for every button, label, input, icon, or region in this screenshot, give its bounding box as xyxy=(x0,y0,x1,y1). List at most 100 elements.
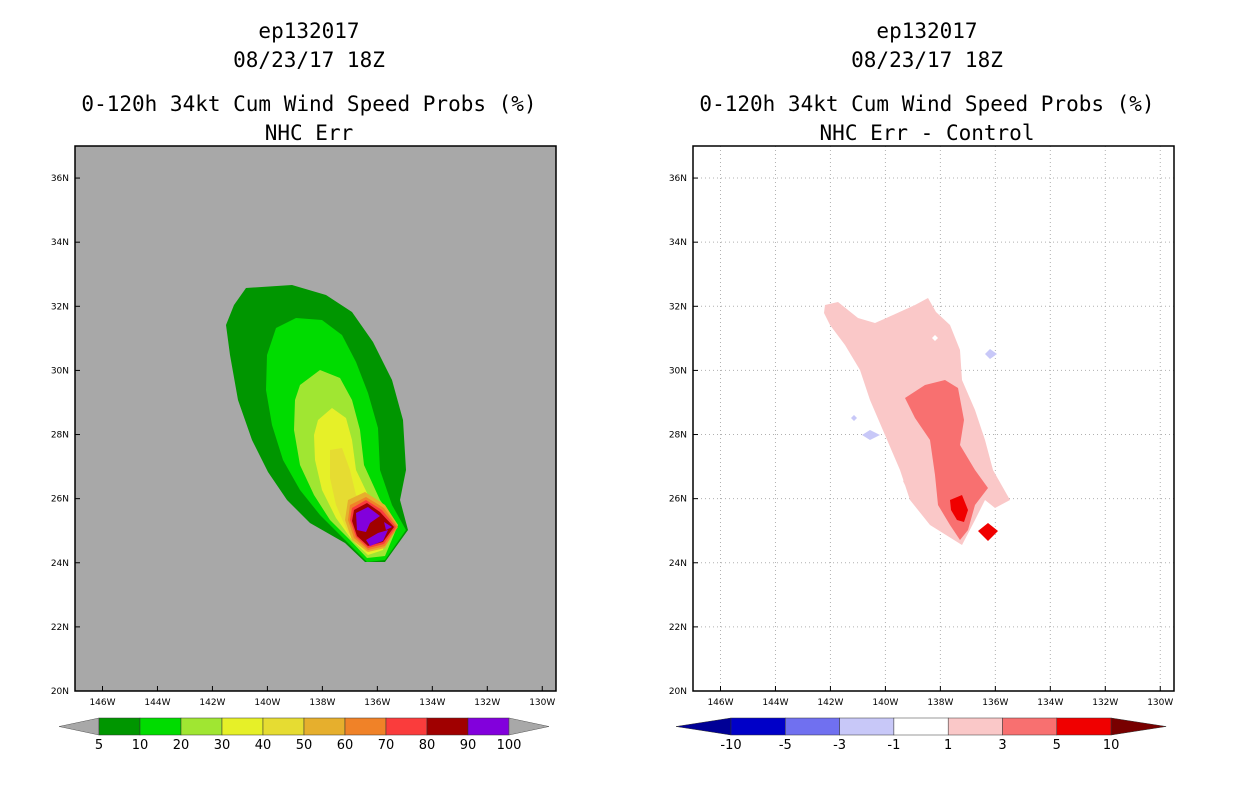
left-title-date: 08/23/17 18Z xyxy=(233,48,385,72)
colorbar-label: 30 xyxy=(214,738,231,753)
left-panel: 146W 144W 142W 140W 138W 136W 134W 132W 130W 20N 2… xyxy=(51,145,557,753)
diff-blue-spot-a xyxy=(985,349,997,359)
colorbar-label: 20 xyxy=(173,738,190,753)
lon-tick-label: 138W xyxy=(309,698,335,708)
lon-tick-label: 136W xyxy=(982,698,1008,708)
colorbar-label: 40 xyxy=(255,738,272,753)
lat-tick-label: 34N xyxy=(669,238,687,248)
left-title-subtitle: NHC Err xyxy=(264,121,354,145)
diff-1-3-spot xyxy=(903,478,909,485)
lat-tick-label: 32N xyxy=(669,302,687,312)
colorbar-box xyxy=(344,717,387,736)
lon-tick-label: 132W xyxy=(474,698,500,708)
colorbar-label: 100 xyxy=(497,738,522,753)
colorbar-label: 90 xyxy=(460,738,477,753)
diff-blue-spot-b xyxy=(862,430,880,440)
right-panel: 146W 144W 142W 140W 138W 136W 134W 132W 130W 20N 2… xyxy=(669,145,1175,753)
right-gridlines xyxy=(693,146,1174,691)
lon-tick-label: 142W xyxy=(817,698,843,708)
colorbar-box xyxy=(385,717,428,736)
lat-tick-label: 34N xyxy=(51,238,69,248)
left-title-product: 0-120h 34kt Cum Wind Speed Probs (%) xyxy=(81,92,537,116)
colorbar-label: 10 xyxy=(1103,738,1120,753)
colorbar-label: 60 xyxy=(337,738,354,753)
colorbar-label: -3 xyxy=(833,738,846,753)
colorbar-box xyxy=(139,717,182,736)
right-title-storm: ep132017 xyxy=(876,19,978,43)
left-title-storm: ep132017 xyxy=(258,19,360,43)
lat-tick-label: 26N xyxy=(669,495,687,505)
colorbar-box xyxy=(98,717,141,736)
lat-tick-label: 30N xyxy=(51,366,69,376)
colorbar-box xyxy=(785,717,840,736)
left-plot-frame xyxy=(74,145,557,692)
colorbar-box xyxy=(221,717,264,736)
lon-tick-label: 132W xyxy=(1092,698,1118,708)
colorbar-high-triangle xyxy=(508,717,550,736)
lat-tick-label: 28N xyxy=(51,431,69,441)
colorbar-label: 10 xyxy=(132,738,149,753)
lat-tick-label: 36N xyxy=(669,174,687,184)
lon-tick-label: 130W xyxy=(529,698,555,708)
right-difference-contours xyxy=(824,298,1010,545)
left-colorbar: 5 10 20 30 40 50 60 70 80 90 100 xyxy=(58,717,550,753)
colorbar-label: 50 xyxy=(296,738,313,753)
lat-tick-label: 22N xyxy=(51,623,69,633)
lon-tick-label: 130W xyxy=(1147,698,1173,708)
lon-tick-label: 134W xyxy=(419,698,445,708)
contour-90-100-a xyxy=(356,507,380,532)
lon-tick-label: 138W xyxy=(927,698,953,708)
diff-5-10-main xyxy=(950,495,968,522)
lat-tick-label: 20N xyxy=(669,687,687,697)
lon-tick-label: 144W xyxy=(762,698,788,708)
lon-tick-label: 140W xyxy=(254,698,280,708)
colorbar-box xyxy=(947,717,1003,736)
colorbar-box xyxy=(467,717,510,736)
lat-tick-label: 24N xyxy=(669,559,687,569)
colorbar-label: 5 xyxy=(1053,738,1061,753)
right-title-date: 08/23/17 18Z xyxy=(851,48,1003,72)
right-title-product: 0-120h 34kt Cum Wind Speed Probs (%) xyxy=(699,92,1155,116)
contour-90-100-c xyxy=(384,522,392,530)
contour-90-100-b xyxy=(366,530,388,546)
lon-tick-label: 146W xyxy=(707,698,733,708)
colorbar-label: -1 xyxy=(887,738,900,753)
right-title-subtitle: NHC Err - Control xyxy=(819,121,1035,145)
colorbar-box xyxy=(426,717,469,736)
lon-tick-label: 136W xyxy=(364,698,390,708)
colorbar-box xyxy=(1002,717,1058,736)
colorbar-box xyxy=(262,717,305,736)
lon-tick-label: 140W xyxy=(872,698,898,708)
diff-blue-spot-c xyxy=(851,415,857,421)
lat-tick-label: 36N xyxy=(51,174,69,184)
colorbar-label: -5 xyxy=(779,738,792,753)
colorbar-box xyxy=(730,717,786,736)
lon-tick-label: 142W xyxy=(199,698,225,708)
colorbar-low-triangle xyxy=(58,717,100,736)
colorbar-box xyxy=(893,717,949,736)
colorbar-label: 70 xyxy=(378,738,395,753)
colorbar-box xyxy=(1056,717,1112,736)
colorbar-label: 80 xyxy=(419,738,436,753)
lat-tick-label: 28N xyxy=(669,431,687,441)
lat-tick-label: 30N xyxy=(669,366,687,376)
diff-white-spot xyxy=(932,335,938,341)
lat-tick-label: 24N xyxy=(51,559,69,569)
colorbar-label: 3 xyxy=(998,738,1006,753)
right-axes: 146W 144W 142W 140W 138W 136W 134W 132W 130W 20N 2… xyxy=(669,174,1174,708)
lat-tick-label: 26N xyxy=(51,495,69,505)
left-title: ep132017 08/23/17 18Z 0-120h 34kt Cum Wi… xyxy=(0,17,618,148)
colorbar-label: 5 xyxy=(95,738,103,753)
colorbar-high-triangle xyxy=(1110,717,1167,736)
left-axes: 146W 144W 142W 140W 138W 136W 134W 132W 130W 20N 2… xyxy=(51,174,556,708)
lat-tick-label: 32N xyxy=(51,302,69,312)
diff-5-10-spot xyxy=(978,523,998,541)
colorbar-box xyxy=(180,717,223,736)
colorbar-box xyxy=(839,717,895,736)
left-probability-contours xyxy=(226,285,408,562)
lon-tick-label: 146W xyxy=(89,698,115,708)
lat-tick-label: 20N xyxy=(51,687,69,697)
lat-tick-label: 22N xyxy=(669,623,687,633)
lon-tick-label: 144W xyxy=(144,698,170,708)
